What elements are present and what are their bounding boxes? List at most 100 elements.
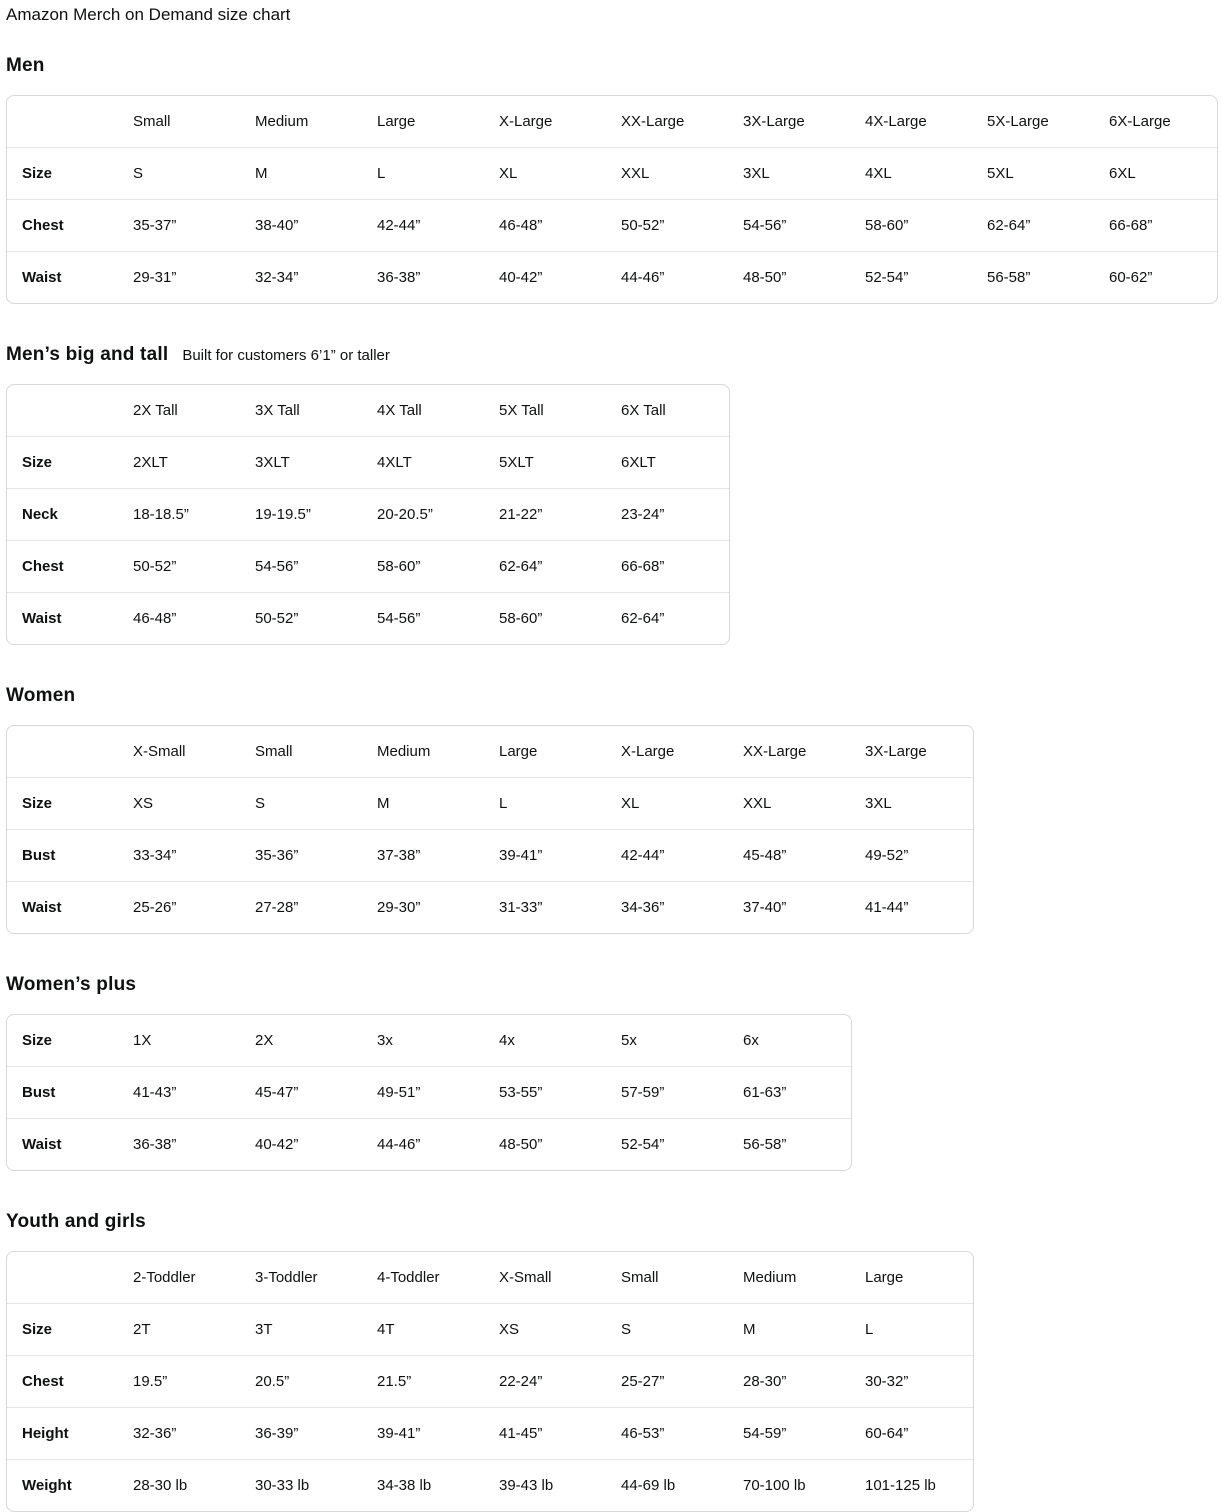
- row-label: Bust: [7, 1067, 119, 1119]
- value-cell: XS: [485, 1304, 607, 1356]
- value-cell: 2XLT: [119, 437, 241, 489]
- column-header-row: Small Medium Large X-Large XX-Large 3X-Large 4…: [7, 96, 1217, 148]
- value-cell: 4T: [363, 1304, 485, 1356]
- value-cell: XXL: [607, 148, 729, 200]
- value-cell: 2T: [119, 1304, 241, 1356]
- section-heading-row: Women: [6, 685, 1214, 707]
- value-cell: 3XLT: [241, 437, 363, 489]
- value-cell: 40-42”: [255, 1136, 299, 1153]
- row-label: Neck: [7, 489, 119, 541]
- column-header-row: X-Small Small Medium Large X-Large XX-Large 3X…: [7, 726, 973, 778]
- value-cell: 35-37”: [119, 200, 241, 252]
- value-cell: 39-41”: [485, 830, 607, 882]
- value-cell: XXL: [729, 778, 851, 830]
- column-header-cell: 3X-Large: [851, 726, 973, 778]
- value-cell: 20-20.5”: [363, 489, 485, 541]
- value-cell: 6x: [729, 1015, 851, 1067]
- value-cell: 50-52”: [119, 541, 241, 593]
- value-cell: 53-55”: [485, 1067, 607, 1119]
- value-cell: M: [729, 1304, 851, 1356]
- value-cell: 5XLT: [485, 437, 607, 489]
- column-header-cell: 6X Tall: [607, 385, 729, 437]
- value-cell: 60-64”: [851, 1408, 973, 1460]
- value-cell: 35-36”: [241, 830, 363, 882]
- value-cell: 19.5”: [119, 1356, 241, 1408]
- value-cell: 4x: [485, 1015, 607, 1067]
- measure-row: Bust 41-43” 45-47” 49-51” 53-55” 57-59” 61-63”: [7, 1067, 851, 1119]
- value-cell: 46-53”: [607, 1408, 729, 1460]
- column-header-cell: XX-Large: [729, 726, 851, 778]
- row-label: Size: [7, 437, 119, 489]
- value-cell: 3x: [363, 1015, 485, 1067]
- section-heading-row: Men: [6, 55, 1214, 77]
- value-cell: 3XL: [851, 778, 973, 830]
- column-header-cell: Small: [241, 726, 363, 778]
- column-header-cell: Large: [363, 96, 485, 148]
- measure-row: Chest 19.5” 20.5” 21.5” 22-24” 25-27” 28-30” 30…: [7, 1356, 973, 1408]
- column-header-cell: 4-Toddler: [363, 1252, 485, 1304]
- value-cell: 4XL: [851, 148, 973, 200]
- column-header-cell: 4X Tall: [363, 385, 485, 437]
- value-cell: 66-68”: [607, 541, 729, 593]
- corner-cell: [7, 726, 119, 778]
- value-cell: 57-59”: [607, 1067, 729, 1119]
- value-cell: S: [607, 1304, 729, 1356]
- measure-row: Size XS S M L XL XXL 3XL: [7, 778, 973, 830]
- row-label: Size: [7, 1304, 119, 1356]
- row-label: Size: [7, 148, 119, 200]
- value-cell: 6XL: [1095, 148, 1217, 200]
- column-header-cell: Large: [851, 1252, 973, 1304]
- column-header-cell: X-Large: [485, 96, 607, 148]
- value-cell: 4XLT: [363, 437, 485, 489]
- row-label: Waist: [22, 610, 62, 627]
- value-cell: 20.5”: [241, 1356, 363, 1408]
- column-header-cell: 2-Toddler: [119, 1252, 241, 1304]
- section-heading: Men’s big and tall: [6, 344, 169, 365]
- size-chart-page: Amazon Merch on Demand size chart Men Sma…: [6, 4, 1218, 1512]
- row-label: Chest: [7, 1356, 119, 1408]
- column-header-cell: 5X Tall: [485, 385, 607, 437]
- column-header-cell: Medium: [241, 96, 363, 148]
- measure-row: Size S M L XL XXL 3XL 4XL 5XL 6XL: [7, 148, 1217, 200]
- value-cell: 62-64”: [621, 610, 665, 627]
- sections-container: Men Small Medium Large X-Large XX-Large 3X-Lar…: [6, 55, 1218, 1512]
- section-heading: Youth and girls: [6, 1211, 146, 1232]
- corner-cell: [7, 96, 119, 148]
- value-cell: 40-42”: [499, 269, 543, 286]
- column-header-cell: Large: [485, 726, 607, 778]
- column-header-cell: 3X Tall: [241, 385, 363, 437]
- size-table-women: X-Small Small Medium Large X-Large XX-Large 3X…: [6, 725, 974, 934]
- column-header-cell: 6X-Large: [1095, 96, 1217, 148]
- page-title: Amazon Merch on Demand size chart: [6, 5, 291, 24]
- section-heading-row: Youth and girls: [6, 1211, 1214, 1233]
- row-label: Waist: [22, 899, 62, 916]
- value-cell: 52-54”: [621, 1136, 665, 1153]
- row-label: Weight: [22, 1477, 72, 1494]
- value-cell: 48-50”: [499, 1136, 543, 1153]
- value-cell: 37-38”: [363, 830, 485, 882]
- value-cell: 61-63”: [729, 1067, 851, 1119]
- row-label: Waist: [22, 1136, 62, 1153]
- value-cell: 41-43”: [119, 1067, 241, 1119]
- size-table-mens-big-and-tall: 2X Tall 3X Tall 4X Tall 5X Tall 6X Tall Size 2…: [6, 384, 730, 645]
- value-cell: 44-69 lb: [621, 1477, 676, 1494]
- value-cell: 38-40”: [241, 200, 363, 252]
- value-cell: XS: [119, 778, 241, 830]
- size-table-womens-plus: Size 1X 2X 3x 4x 5x 6x Bust 41-43” 45-47” 49-51” 53…: [6, 1014, 852, 1171]
- value-cell: XL: [485, 148, 607, 200]
- value-cell: 22-24”: [485, 1356, 607, 1408]
- column-header-cell: Medium: [363, 726, 485, 778]
- column-header-cell: 5X-Large: [973, 96, 1095, 148]
- row-label: Size: [7, 778, 119, 830]
- value-cell: XL: [607, 778, 729, 830]
- column-header-cell: 4X-Large: [851, 96, 973, 148]
- value-cell: 62-64”: [485, 541, 607, 593]
- section-heading-row: Men’s big and tall Built for customers 6’…: [6, 344, 1214, 366]
- column-header-cell: Medium: [729, 1252, 851, 1304]
- section-youth-and-girls: Youth and girls 2-Toddler 3-Toddler 4-Toddl…: [6, 1211, 1214, 1512]
- value-cell: 5XL: [973, 148, 1095, 200]
- value-cell: 70-100 lb: [743, 1477, 806, 1494]
- value-cell: L: [363, 148, 485, 200]
- value-cell: 37-40”: [743, 899, 787, 916]
- column-header-cell: 2X Tall: [119, 385, 241, 437]
